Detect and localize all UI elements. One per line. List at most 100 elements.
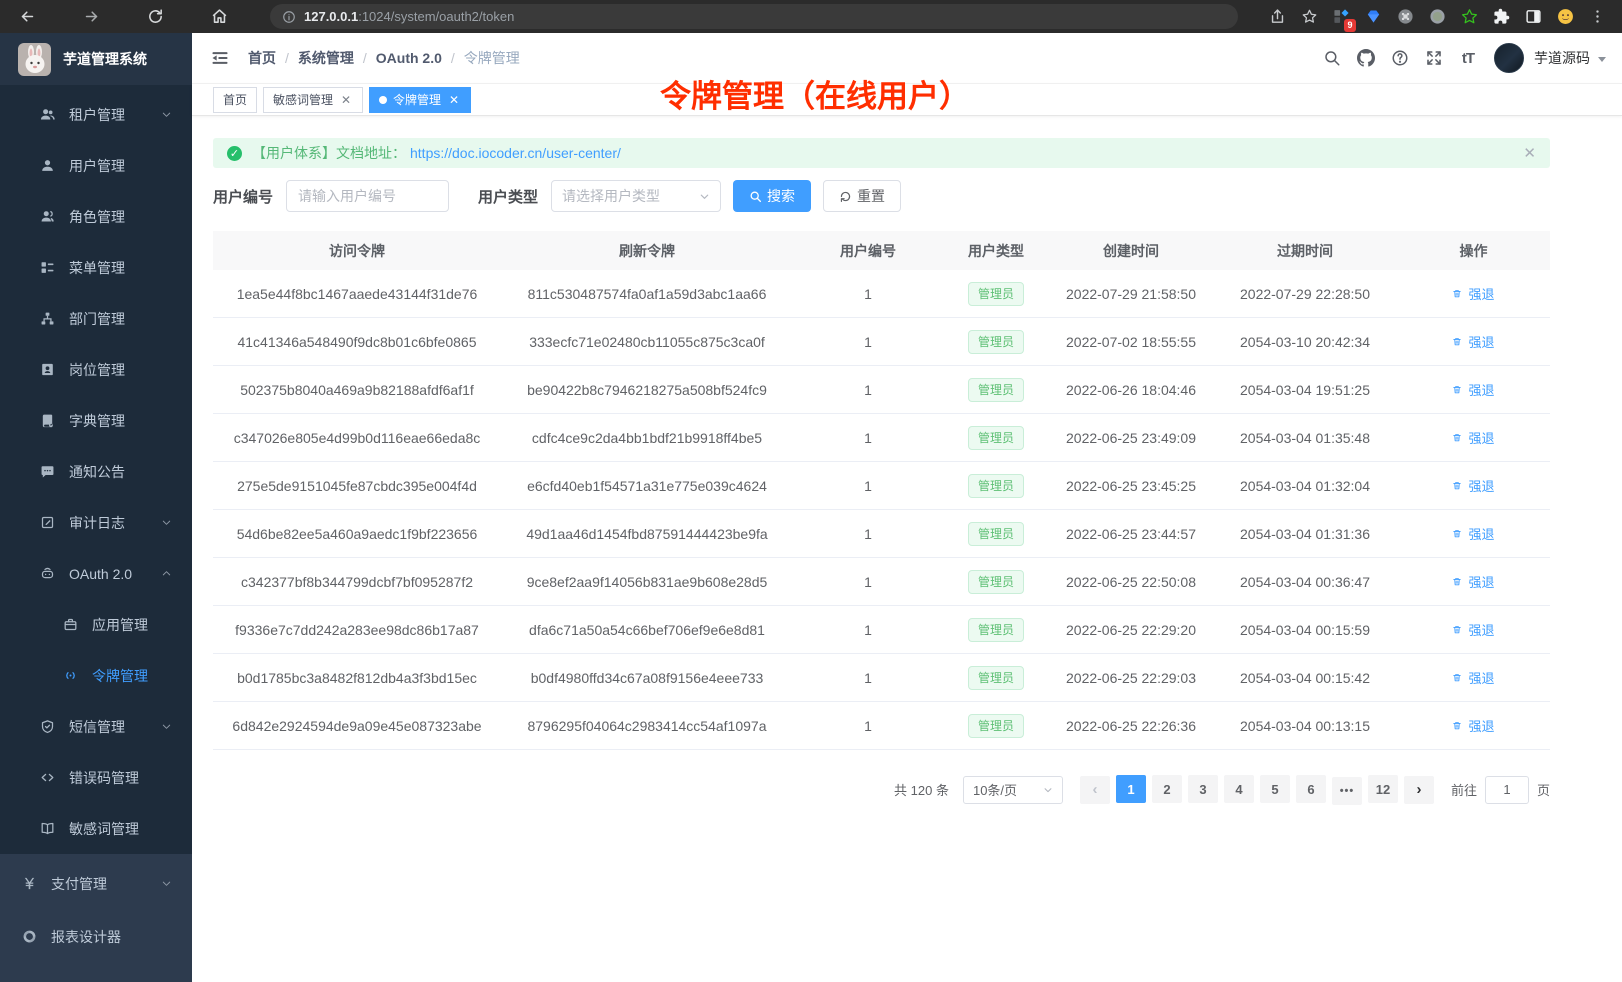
page-size-select[interactable]: 10条/页 (962, 775, 1063, 804)
close-icon[interactable]: ✕ (449, 92, 460, 107)
extension-devtools-icon[interactable]: 9 (1330, 5, 1356, 32)
force-logout-button[interactable]: 强退 (1452, 668, 1495, 687)
browser-forward-icon[interactable] (78, 4, 104, 30)
extension-circle-icon[interactable] (1426, 5, 1448, 29)
force-logout-button[interactable]: 强退 (1452, 476, 1495, 495)
sidebar-item-pay[interactable]: 支付管理 (0, 857, 192, 910)
chevron-down-icon (161, 721, 172, 732)
extension-gem-icon[interactable] (1362, 5, 1384, 29)
font-size-icon[interactable]: tT (1461, 49, 1475, 67)
sidebar-item-oauth2-app[interactable]: 应用管理 (0, 599, 192, 650)
sidebar-item-notice[interactable]: 通知公告 (0, 446, 192, 497)
extension-green-star-icon[interactable] (1458, 5, 1480, 29)
column-header: 操作 (1459, 242, 1488, 259)
tab-home[interactable]: 首页 (213, 86, 258, 113)
page-button-1[interactable]: 1 (1115, 775, 1146, 803)
fullscreen-icon[interactable] (1424, 48, 1444, 68)
force-logout-button[interactable]: 强退 (1452, 620, 1495, 639)
close-icon[interactable]: ✕ (341, 92, 352, 107)
access-token-cell: c347026e805e4d99b0d116eae66eda8c (233, 429, 481, 446)
chevron-down-icon (699, 191, 710, 202)
prev-page-button[interactable]: ‹ (1079, 775, 1110, 804)
sidebar-item-role[interactable]: 角色管理 (0, 191, 192, 242)
sidebar-item-error-code[interactable]: 错误码管理 (0, 752, 192, 803)
page-button-5[interactable]: 5 (1259, 775, 1290, 803)
user-id-input[interactable] (286, 180, 450, 212)
site-info-icon[interactable] (282, 10, 296, 24)
user-avatar[interactable] (1494, 43, 1524, 73)
sidebar-item-user[interactable]: 用户管理 (0, 140, 192, 191)
browser-menu-kebab-icon[interactable] (1586, 5, 1608, 29)
sidebar-item-oauth2-token[interactable]: 令牌管理 (0, 650, 192, 701)
search-icon[interactable] (1322, 48, 1342, 68)
sidebar-collapse-icon[interactable] (210, 48, 230, 68)
sidebar-item-dept[interactable]: 部门管理 (0, 293, 192, 344)
user-id-cell: 1 (864, 669, 872, 686)
sidebar-item-report-designer[interactable]: 报表设计器 (0, 910, 192, 963)
action-cell: 强退 (1397, 668, 1550, 687)
user-type-select[interactable]: 请选择用户类型 (551, 180, 722, 212)
tab-sensitive-word[interactable]: 敏感词管理 ✕ (263, 86, 364, 113)
refresh-token-cell: 8796295f04064c2983414cc54af1097a (527, 717, 767, 734)
force-logout-button[interactable]: 强退 (1452, 572, 1495, 591)
page-button-2[interactable]: 2 (1151, 775, 1182, 803)
force-logout-button[interactable]: 强退 (1452, 332, 1495, 351)
next-page-button[interactable]: › (1403, 775, 1434, 804)
table-row: 41c41346a548490f9dc8b01c6bfe0865 333ecfc7… (213, 318, 1550, 366)
user-id-cell: 1 (864, 477, 872, 494)
browser-back-icon[interactable] (14, 4, 40, 30)
chevron-down-icon[interactable] (1598, 57, 1606, 62)
tags-view: 首页 敏感词管理 ✕ 令牌管理 ✕ (192, 84, 1622, 116)
breadcrumb-item[interactable]: 系统管理 (297, 50, 354, 66)
sidebar-item-sensitive-word[interactable]: 敏感词管理 (0, 803, 192, 854)
goto-page-input[interactable] (1484, 775, 1529, 804)
sidebar-item-oauth2[interactable]: OAuth 2.0 (0, 548, 192, 599)
url-bar[interactable]: 127.0.0.1:1024/system/oauth2/token (270, 4, 1238, 29)
refresh-icon (840, 191, 851, 202)
sidebar-item-tenant[interactable]: 租户管理 (0, 89, 192, 140)
user-type-cell: 管理员 (943, 665, 1049, 690)
access-token-cell: 41c41346a548490f9dc8b01c6bfe0865 (237, 333, 477, 350)
sidebar-item-label: 应用管理 (92, 616, 148, 633)
extensions-puzzle-icon[interactable] (1490, 5, 1512, 29)
doc-link[interactable]: https://doc.iocoder.cn/user-center/ (410, 145, 621, 161)
page-button-4[interactable]: 4 (1223, 775, 1254, 803)
force-logout-button[interactable]: 强退 (1452, 380, 1495, 399)
refresh-token-cell: 811c530487574fa0af1a59d3abc1aa66 (527, 285, 767, 302)
tab-oauth2-token[interactable]: 令牌管理 ✕ (369, 86, 472, 113)
trash-icon (1452, 719, 1465, 732)
github-icon[interactable] (1356, 48, 1376, 68)
force-logout-button[interactable]: 强退 (1452, 716, 1495, 735)
page-button-6[interactable]: 6 (1295, 775, 1326, 803)
breadcrumb-item[interactable]: OAuth 2.0 (375, 50, 442, 66)
reset-button[interactable]: 重置 (823, 180, 902, 212)
trash-icon (1452, 671, 1465, 684)
alert-close-icon[interactable]: ✕ (1523, 145, 1536, 162)
search-button[interactable]: 搜索 (733, 180, 812, 212)
profile-emoji-icon[interactable] (1554, 5, 1576, 29)
page-button-12[interactable]: 12 (1367, 775, 1398, 803)
sidebar-item-sms[interactable]: 短信管理 (0, 701, 192, 752)
force-logout-button[interactable]: 强退 (1452, 284, 1495, 303)
sidebar-item-menu[interactable]: 菜单管理 (0, 242, 192, 293)
sidebar-item-post[interactable]: 岗位管理 (0, 344, 192, 395)
username[interactable]: 芋道源码 (1534, 50, 1590, 66)
app-logo[interactable]: 芋道管理系统 (0, 33, 192, 85)
page-button-3[interactable]: 3 (1187, 775, 1218, 803)
sidebar-item-dict[interactable]: 字典管理 (0, 395, 192, 446)
action-cell: 强退 (1397, 428, 1550, 447)
table-row: f9336e7c7dd242a283ee98dc86b17a87 dfa6c71a… (213, 606, 1550, 654)
browser-reload-icon[interactable] (142, 4, 168, 30)
side-panel-icon[interactable] (1522, 5, 1544, 29)
sidebar-item-audit-log[interactable]: 审计日志 (0, 497, 192, 548)
breadcrumb-item[interactable]: 首页 (248, 50, 276, 66)
navbar-actions: tT 芋道源码 (1308, 43, 1606, 73)
share-icon[interactable] (1266, 5, 1288, 29)
help-icon[interactable] (1390, 48, 1410, 68)
force-logout-button[interactable]: 强退 (1452, 428, 1495, 447)
force-logout-button[interactable]: 强退 (1452, 524, 1495, 543)
page-more-button[interactable]: ••• (1331, 776, 1362, 805)
bookmark-star-icon[interactable] (1298, 5, 1320, 29)
browser-home-icon[interactable] (206, 4, 232, 30)
extension-command-icon[interactable] (1394, 5, 1416, 29)
